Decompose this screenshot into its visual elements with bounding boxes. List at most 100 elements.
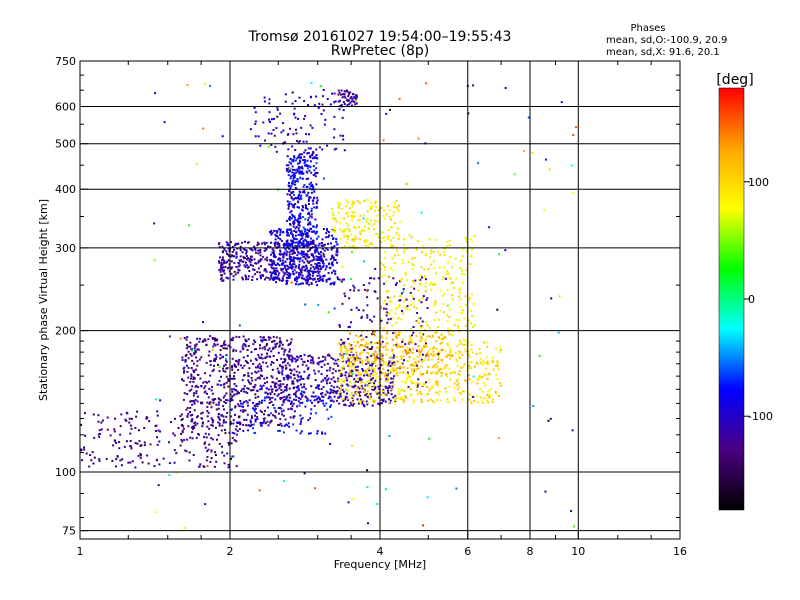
data-point [306, 270, 309, 273]
data-point [316, 196, 319, 199]
data-point [289, 243, 292, 246]
data-point [324, 393, 327, 396]
data-point [308, 270, 311, 273]
data-point [290, 400, 293, 403]
data-point [238, 415, 241, 418]
data-point [415, 362, 418, 365]
data-point [286, 383, 289, 386]
data-point [375, 372, 378, 375]
data-point [448, 315, 451, 318]
data-point [321, 432, 324, 435]
data-point [465, 240, 468, 243]
data-point [312, 278, 315, 281]
data-point [283, 399, 286, 401]
data-point [244, 274, 247, 277]
data-point [338, 325, 341, 328]
data-point [371, 404, 374, 407]
data-point [288, 364, 291, 367]
data-point [315, 250, 318, 253]
data-point [206, 410, 209, 412]
data-point [237, 363, 240, 366]
data-point [302, 206, 304, 209]
data-point [427, 392, 429, 395]
data-point [430, 252, 433, 255]
data-point [312, 255, 315, 258]
data-point [279, 257, 282, 260]
data-point [462, 338, 465, 341]
data-point [227, 466, 230, 469]
data-point [362, 200, 365, 203]
data-point [246, 361, 248, 363]
data-point [397, 209, 400, 212]
data-point [331, 230, 334, 232]
data-point [246, 392, 249, 394]
data-point [291, 266, 294, 269]
data-point [321, 103, 324, 106]
data-point [459, 339, 461, 342]
data-point [231, 266, 234, 269]
data-point [418, 282, 421, 285]
data-point [297, 195, 300, 198]
data-point [155, 458, 158, 461]
data-point [177, 427, 180, 429]
data-point [344, 96, 347, 99]
data-point [339, 202, 342, 205]
data-point [291, 357, 294, 360]
data-point [310, 185, 313, 187]
data-point [288, 255, 291, 258]
data-point [295, 395, 298, 398]
y-tick-label: 600 [55, 101, 76, 114]
data-point [394, 331, 397, 334]
data-point [317, 272, 320, 274]
data-point [255, 403, 258, 406]
data-point [363, 391, 366, 394]
data-point [327, 242, 329, 245]
data-point [242, 335, 245, 338]
data-point [483, 397, 486, 399]
data-point [329, 442, 332, 445]
data-point [328, 234, 331, 237]
data-point [344, 379, 346, 382]
data-point [389, 355, 392, 358]
data-point [114, 465, 117, 468]
data-point [296, 219, 298, 222]
data-point [358, 335, 361, 338]
data-point [180, 438, 183, 441]
data-point [314, 271, 317, 273]
data-point [277, 351, 280, 354]
data-point [257, 267, 260, 270]
data-point [308, 169, 311, 172]
data-point [388, 208, 391, 211]
data-point [98, 459, 101, 462]
data-point [341, 398, 344, 400]
data-point [230, 254, 233, 257]
data-point [273, 262, 276, 265]
data-point [300, 153, 303, 156]
data-point [405, 298, 408, 301]
data-point [363, 349, 366, 352]
data-point [275, 235, 278, 238]
data-point [346, 349, 349, 352]
data-point [318, 259, 321, 261]
data-point [305, 170, 308, 173]
data-point [430, 372, 433, 375]
data-point [298, 206, 300, 209]
data-point [441, 349, 444, 352]
data-point [315, 201, 318, 204]
data-point [421, 373, 423, 376]
data-point [399, 220, 402, 223]
data-point [268, 338, 271, 341]
data-point [304, 405, 307, 408]
data-point [355, 356, 358, 359]
data-point [421, 384, 424, 387]
data-point [306, 159, 309, 162]
data-point [412, 280, 414, 282]
data-point [276, 342, 279, 345]
data-point [325, 402, 328, 405]
data-point [302, 242, 305, 245]
data-point [245, 391, 248, 394]
data-point [384, 312, 387, 315]
data-point [382, 215, 385, 218]
data-point [302, 159, 305, 162]
data-point [316, 386, 319, 389]
